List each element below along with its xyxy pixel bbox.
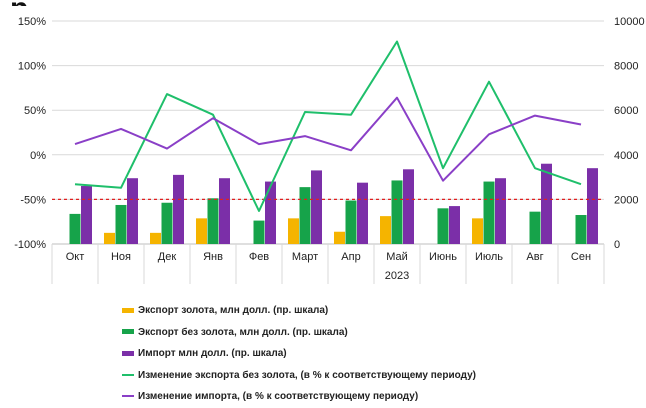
bar-import <box>127 178 138 244</box>
bar-import <box>311 170 322 244</box>
x-axis-tick: Июнь <box>429 251 457 263</box>
x-axis-tick: Апр <box>341 251 360 263</box>
right-axis-tick: 0 <box>614 239 620 251</box>
bar-import <box>449 206 460 244</box>
right-axis-tick: 6000 <box>614 105 638 117</box>
left-axis-tick: 50% <box>24 105 46 117</box>
bar-gold-export <box>380 216 391 244</box>
x-axis-tick: Март <box>292 251 318 263</box>
left-axis-tick: 100% <box>18 61 46 73</box>
bar-export-no-gold <box>575 215 587 244</box>
legend-item-import-change: Изменение импорта, (в % к соответствующе… <box>122 386 642 408</box>
legend-swatch-export-no-gold <box>122 329 134 335</box>
bar-export-no-gold <box>299 187 311 244</box>
bar-import <box>357 182 368 244</box>
bar-import <box>81 186 92 244</box>
bar-export-no-gold <box>483 181 495 244</box>
svg-text:p: p <box>10 0 28 6</box>
bar-export-no-gold <box>529 211 541 244</box>
bar-export-no-gold <box>161 202 173 244</box>
left-axis-tick: -50% <box>20 194 46 206</box>
cropped-title-fragment: p <box>0 0 40 6</box>
bar-gold-export <box>334 231 345 244</box>
bar-import <box>587 168 598 244</box>
x-axis-tick: Авг <box>526 251 543 263</box>
legend-label-import: Импорт млн долл. (пр. шкала) <box>138 348 287 359</box>
left-axis-tick: 150% <box>18 16 46 28</box>
line-import-change <box>74 96 582 182</box>
bar-export-no-gold <box>345 200 357 244</box>
bar-export-no-gold <box>391 180 403 244</box>
legend-label-gold-export: Экспорт золота, млн долл. (пр. шкала) <box>138 305 329 316</box>
bar-export-no-gold <box>437 208 449 244</box>
x-axis-year-label: 2023 <box>385 270 409 282</box>
x-axis-tick: Дек <box>158 251 177 263</box>
legend-swatch-import-change <box>122 395 134 398</box>
bar-export-no-gold <box>207 198 219 244</box>
legend-swatch-import <box>122 350 134 356</box>
x-axis-tick: Июль <box>475 251 503 263</box>
bar-import <box>495 178 506 244</box>
bar-export-no-gold <box>69 213 81 244</box>
legend-label-export-no-gold: Экспорт без золота, млн долл. (пр. шкала… <box>138 326 348 338</box>
legend-label-import-change: Изменение импорта, (в % к соответствующе… <box>138 391 419 402</box>
legend-swatch-export-change <box>122 373 134 376</box>
chart-legend: Экспорт золота, млн долл. (пр. шкала) Эк… <box>122 300 642 408</box>
bar-export-no-gold <box>253 220 265 244</box>
legend-item-gold-export: Экспорт золота, млн долл. (пр. шкала) <box>122 300 642 322</box>
line-export-change <box>74 40 582 212</box>
bar-gold-export <box>196 218 207 244</box>
title-glyph-fragment: p <box>10 0 28 6</box>
x-axis-tick: Май <box>386 251 408 263</box>
legend-item-import: Импорт млн долл. (пр. шкала) <box>122 343 642 365</box>
x-axis-tick: Сен <box>571 251 591 263</box>
right-axis-tick: 2000 <box>614 194 638 206</box>
bar-gold-export <box>104 232 115 244</box>
bar-import <box>219 178 230 244</box>
x-axis-tick: Окт <box>66 251 85 263</box>
bar-gold-export <box>288 218 299 244</box>
bar-gold-export <box>472 218 483 244</box>
right-axis-tick: 8000 <box>614 61 638 73</box>
left-axis-tick: -100% <box>14 239 46 251</box>
legend-item-export-no-gold: Экспорт без золота, млн долл. (пр. шкала… <box>122 322 642 344</box>
bar-export-no-gold <box>115 204 127 244</box>
right-axis-tick: 10000 <box>614 16 645 28</box>
bar-import <box>403 169 414 244</box>
legend-item-export-change: Изменение экспорта без золота, (в % к со… <box>122 365 642 387</box>
legend-swatch-gold-export <box>122 307 134 313</box>
x-axis-tick: Ноя <box>111 251 131 263</box>
left-axis-tick: 0% <box>30 150 46 162</box>
bar-import <box>541 163 552 244</box>
x-axis-tick: Янв <box>203 251 223 263</box>
legend-label-export-change: Изменение экспорта без золота, (в % к со… <box>138 369 476 381</box>
bar-import <box>265 181 276 244</box>
bar-import <box>173 174 184 244</box>
right-axis-tick: 4000 <box>614 150 638 162</box>
bar-gold-export <box>150 232 161 244</box>
x-axis-tick: Фев <box>249 251 269 263</box>
